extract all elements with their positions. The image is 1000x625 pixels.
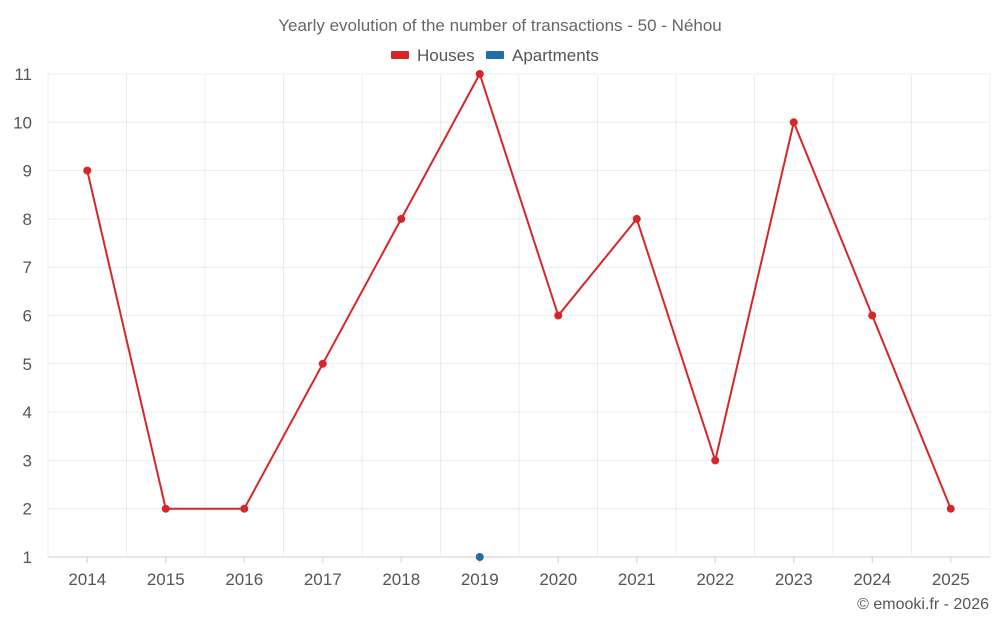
legend-item-apartments[interactable]: Apartments: [486, 46, 599, 65]
x-tick-label: 2025: [932, 570, 970, 589]
y-tick-label: 11: [14, 65, 32, 84]
x-tick-label: 2016: [225, 570, 263, 589]
legend-swatch-houses: [391, 51, 409, 59]
data-point-houses: [240, 504, 249, 513]
data-point-houses: [318, 359, 327, 368]
y-tick-label: 1: [23, 548, 32, 567]
data-point-houses: [946, 504, 955, 513]
data-point-houses: [397, 214, 406, 223]
x-tick-label: 2018: [382, 570, 420, 589]
legend-label-houses: Houses: [417, 46, 475, 65]
y-tick-label: 5: [23, 355, 32, 374]
data-point-houses: [83, 166, 92, 175]
y-tick-label: 4: [23, 403, 32, 422]
legend: Houses Apartments: [391, 46, 599, 65]
legend-label-apartments: Apartments: [512, 46, 599, 65]
x-tick-label: 2021: [618, 570, 656, 589]
y-tick-label: 7: [23, 258, 32, 277]
series-layer: [83, 70, 955, 561]
credit-text: © emooki.fr - 2026: [857, 596, 989, 613]
y-tick-label: 8: [23, 210, 32, 229]
series-line-houses: [86, 73, 952, 510]
data-point-apartments: [475, 553, 484, 561]
x-tick-label: 2020: [539, 570, 577, 589]
x-tick-label: 2017: [304, 570, 342, 589]
data-point-houses: [789, 118, 798, 127]
data-point-houses: [711, 456, 720, 465]
y-tick-label: 10: [13, 113, 32, 132]
x-tick-label: 2023: [775, 570, 813, 589]
data-point-houses: [161, 504, 170, 513]
legend-item-houses[interactable]: Houses: [391, 46, 475, 65]
x-tick-label: 2024: [853, 570, 891, 589]
x-axis: 2014 2015 2016 2017 2018 2019 2020 2021 2022 2023…: [68, 557, 970, 589]
x-tick-label: 2019: [461, 570, 499, 589]
y-axis: 1 2 3 4 5 6 7 8 9 10 11: [13, 65, 32, 567]
data-point-houses: [632, 214, 641, 223]
y-tick-label: 6: [23, 307, 32, 326]
y-tick-label: 3: [23, 451, 32, 470]
data-point-houses: [868, 311, 877, 320]
x-tick-label: 2014: [68, 570, 106, 589]
data-point-houses: [554, 311, 563, 320]
x-tick-label: 2022: [696, 570, 734, 589]
y-tick-label: 2: [23, 500, 32, 519]
y-tick-label: 9: [23, 162, 32, 181]
data-point-houses: [475, 70, 484, 78]
grid: [47, 73, 991, 558]
x-tick-label: 2015: [147, 570, 185, 589]
legend-swatch-apartments: [486, 51, 504, 59]
chart-title: Yearly evolution of the number of transa…: [278, 16, 722, 35]
